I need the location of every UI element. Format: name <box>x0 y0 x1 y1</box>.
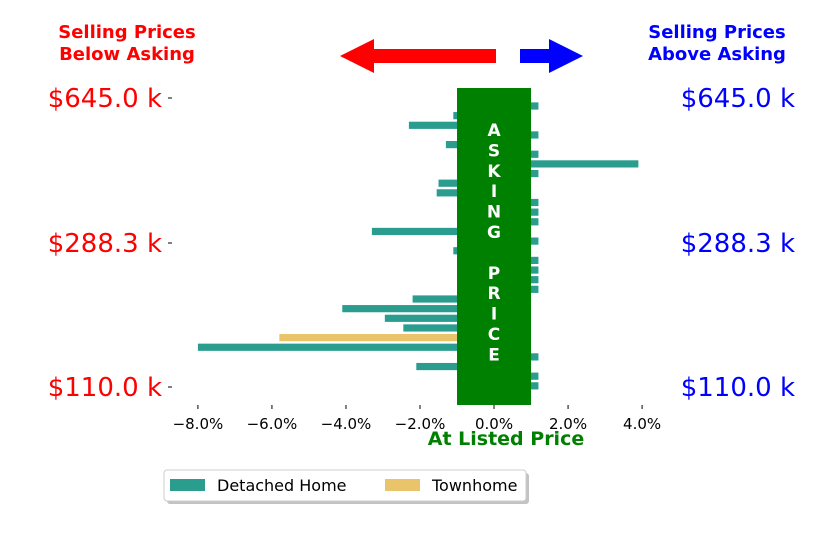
legend-label-detached: Detached Home <box>217 476 347 495</box>
bar-25 <box>197 343 495 351</box>
header-above-line1: Selling Prices <box>648 22 785 43</box>
direction-arrows <box>340 39 583 73</box>
asking-letter-8: R <box>487 284 500 304</box>
asking-letter-9: I <box>491 305 497 325</box>
asking-letter-3: I <box>491 182 497 202</box>
bar-22 <box>384 314 495 322</box>
bar-23 <box>403 324 495 332</box>
x-axis: −8.0% −6.0% −4.0% −2.0% 0.0% 2.0% 4.0% <box>173 405 661 433</box>
asking-letter-5: G <box>487 223 501 243</box>
y-tick-label-right-mid: $288.3 k <box>681 229 795 259</box>
bar-6 <box>494 160 639 168</box>
x-tick-label-4: 0.0% <box>475 415 513 433</box>
x-axis-label: At Listed Price <box>428 428 584 450</box>
y-tick-label-right-top: $645.0 k <box>681 84 795 114</box>
bar-21 <box>342 305 495 313</box>
y-tick-label-left-top: $645.0 k <box>48 84 162 114</box>
bar-13 <box>371 227 495 236</box>
asking-letter-7: P <box>488 264 500 284</box>
x-tick-label-5: 2.0% <box>549 415 587 433</box>
x-tick-label-3: −2.0% <box>395 415 446 433</box>
y-axis: $645.0 k $288.3 k $110.0 k $645.0 k $288… <box>48 84 795 403</box>
asking-letter-1: S <box>488 141 500 161</box>
bar-20 <box>412 295 495 303</box>
x-tick-label-0: −8.0% <box>173 415 224 433</box>
legend-label-townhome: Townhome <box>431 476 517 495</box>
y-tick-label-left-bottom: $110.0 k <box>48 373 162 403</box>
asking-letter-0: A <box>487 121 501 141</box>
x-tick-label-1: −6.0% <box>247 415 298 433</box>
bar-27 <box>416 362 495 371</box>
header-above-line2: Above Asking <box>648 44 786 65</box>
legend-swatch-detached <box>170 479 205 491</box>
bar-2 <box>408 121 495 129</box>
asking-letter-10: C <box>488 325 500 345</box>
header-below-line2: Below Asking <box>59 44 195 65</box>
asking-price-band-rect <box>457 88 532 405</box>
x-tick-label-2: −4.0% <box>321 415 372 433</box>
below-asking-arrow-icon <box>340 39 496 73</box>
asking-letter-11: E <box>488 345 500 365</box>
legend-swatch-townhome <box>385 479 420 491</box>
bar-24 <box>279 334 495 342</box>
asking-letter-4: N <box>487 203 501 223</box>
y-tick-label-right-bottom: $110.0 k <box>681 373 795 403</box>
above-asking-arrow-icon <box>520 39 583 73</box>
legend: Detached Home Townhome <box>163 469 529 504</box>
bars-group <box>197 102 639 390</box>
y-tick-label-left-mid: $288.3 k <box>48 229 162 259</box>
x-tick-label-6: 4.0% <box>623 415 661 433</box>
header-below-line1: Selling Prices <box>58 22 195 43</box>
asking-letter-2: K <box>487 162 501 182</box>
